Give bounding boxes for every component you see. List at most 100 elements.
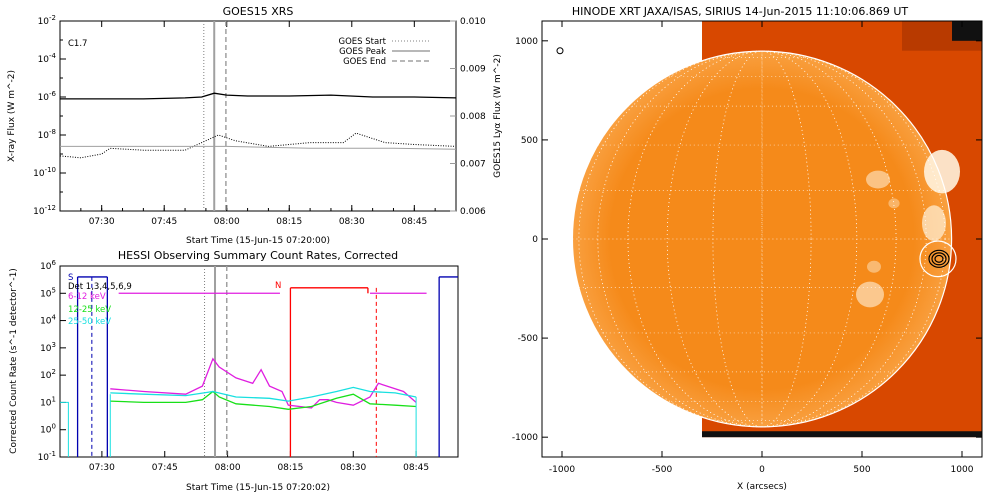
hessi-y-tick-label: 101 (40, 395, 56, 408)
goes-y-tick-label: 10-4 (38, 52, 57, 65)
bright-region (866, 170, 890, 189)
xrt-title: HINODE XRT JAXA/ISAS, SIRIUS 14-Jun-2015… (572, 5, 909, 18)
flare-contour (931, 252, 947, 266)
goes-title: GOES15 XRS (223, 5, 294, 18)
flare-contour (934, 254, 944, 263)
hessi-x-tick-label: 08:45 (403, 463, 429, 473)
flag-n-label: N (275, 281, 281, 291)
goes-y-tick-label: 10-2 (38, 14, 56, 27)
hessi-legend: Det 1,3,4,5,6,9 6-12 keV 12-25 keV 25-50… (68, 282, 132, 327)
goes-y-right-tick-label: 0.008 (460, 112, 486, 122)
bright-region (888, 198, 900, 209)
longitude-line (627, 50, 897, 428)
goes-event-markers (203, 21, 227, 211)
bright-region (922, 205, 946, 241)
xrt-y-tick-label: -1000 (512, 433, 538, 443)
xrt-y-tick-label: -500 (518, 334, 539, 344)
legend-goes-start: GOES Start (338, 37, 386, 47)
goes-series-long (60, 92, 456, 100)
hessi-panel: HESSI Observing Summary Count Rates, Cor… (9, 249, 459, 493)
xrt-x-tick-label: 1000 (951, 465, 974, 475)
goes-axes: 07:30 07:45 08:00 08:15 08:30 08:45 10-2 10-4 10… (33, 14, 486, 227)
goes-x-label: Start Time (15-Jun-15 07:20:00) (186, 236, 330, 246)
legend-12-25-kev: 12-25 keV (68, 305, 111, 315)
hessi-series (60, 357, 417, 457)
hessi-x-label: Start Time (15-Jun-15 07:20:02) (186, 483, 330, 493)
goes-y-right-tick-label: 0.007 (460, 160, 486, 170)
xrt-solar-image (556, 21, 982, 438)
bright-region (924, 149, 960, 194)
hessi-y-label: Corrected Count Rate (s^-1 detector^-1) (9, 268, 19, 454)
hessi-series-12-25-keV (110, 390, 417, 410)
legend-goes-peak: GOES Peak (339, 47, 386, 57)
solar-disk (572, 51, 952, 427)
goes-y-tick-label: 10-6 (38, 90, 57, 103)
hessi-title: HESSI Observing Summary Count Rates, Cor… (118, 249, 398, 262)
hessi-y-tick-label: 104 (40, 314, 56, 327)
goes-series-lya (60, 145, 456, 150)
goes-x-tick-label: 08:30 (339, 217, 365, 227)
goes-plot-frame (59, 20, 457, 212)
xrt-y-tick-label: 500 (521, 136, 538, 146)
goes-series-short (60, 132, 456, 159)
goes-y-label: X-ray Flux (W m^-2) (7, 70, 17, 162)
longitude-line (578, 50, 946, 428)
hessi-y-tick-label: 103 (40, 341, 56, 354)
xrt-y-tick-label: 1000 (515, 37, 538, 47)
hessi-plot-frame (59, 265, 459, 458)
xrt-y-tick-label: 0 (532, 235, 538, 245)
hessi-x-tick-label: 07:30 (89, 463, 115, 473)
hessi-axes: 07:30 07:45 08:00 08:15 08:30 08:45 106 105 104 1… (38, 259, 430, 473)
hessi-y-tick-label: 106 (40, 259, 56, 272)
goes-x-tick-label: 08:00 (214, 217, 240, 227)
bright-region (867, 260, 881, 273)
goes-y-right-tick-label: 0.009 (460, 65, 486, 75)
hessi-series-25-50-keV (110, 386, 417, 402)
goes-y-right-label: GOES15 Lyα Flux (W m^-2) (493, 54, 503, 178)
hessi-y-tick-label: 102 (40, 368, 56, 381)
goes-x-tick-label: 07:45 (151, 217, 177, 227)
goes-panel: GOES15 XRS 07:30 07:45 08:00 08:15 08:30 08:4… (7, 5, 503, 246)
xrt-x-tick-label: -1000 (549, 465, 575, 475)
hessi-x-tick-label: 07:45 (152, 463, 178, 473)
goes-legend: GOES Start GOES Peak GOES End (338, 37, 430, 67)
legend-detectors: Det 1,3,4,5,6,9 (68, 282, 132, 292)
goes-y-tick-label: 10-8 (38, 128, 56, 141)
xrt-x-tick-label: 0 (759, 465, 765, 475)
xrt-panel: HINODE XRT JAXA/ISAS, SIRIUS 14-Jun-2015… (512, 5, 983, 492)
goes-x-tick-label: 07:30 (89, 217, 115, 227)
region-circle (919, 240, 957, 278)
hessi-dropout-start (60, 401, 69, 457)
hessi-x-tick-label: 08:30 (340, 463, 366, 473)
xrt-x-label: X (arcsecs) (737, 482, 787, 492)
hessi-y-tick-label: 10-1 (38, 450, 56, 463)
goes-y-tick-label: 10-10 (33, 166, 56, 179)
hessi-y-tick-label: 105 (40, 286, 56, 299)
goes-y-right-tick-label: 0.010 (460, 17, 486, 27)
legend-6-12-kev: 6-12 keV (68, 292, 106, 302)
goes-x-tick-label: 08:15 (276, 217, 302, 227)
goes-y-right-tick-label: 0.006 (460, 207, 486, 217)
hessi-event-markers (76, 266, 458, 457)
legend-25-50-kev: 25-50 keV (68, 317, 111, 327)
xrt-x-tick-label: 500 (853, 465, 870, 475)
xrt-axes: -1000 -500 0 500 1000 1000 500 0 -500 -1000 (512, 21, 982, 475)
reference-marker (556, 47, 564, 55)
xrt-x-tick-label: -500 (652, 465, 673, 475)
solar-limb (571, 50, 953, 428)
goes-x-tick-label: 08:45 (401, 217, 427, 227)
hessi-series-6-12-keV (110, 357, 417, 409)
legend-goes-end: GOES End (343, 57, 386, 67)
goes-series (60, 92, 456, 159)
xrt-corner-dark (952, 21, 982, 41)
flare-class-annotation: C1.7 (68, 39, 87, 49)
xrt-bottom-dark (702, 431, 982, 438)
hessi-x-tick-label: 08:00 (215, 463, 241, 473)
bright-region (856, 281, 884, 308)
flare-contour (928, 249, 950, 268)
hessi-x-tick-label: 08:15 (277, 463, 303, 473)
hessi-y-tick-label: 100 (40, 423, 56, 436)
goes-y-tick-label: 10-12 (33, 204, 56, 217)
flag-s-label: S (68, 273, 73, 283)
